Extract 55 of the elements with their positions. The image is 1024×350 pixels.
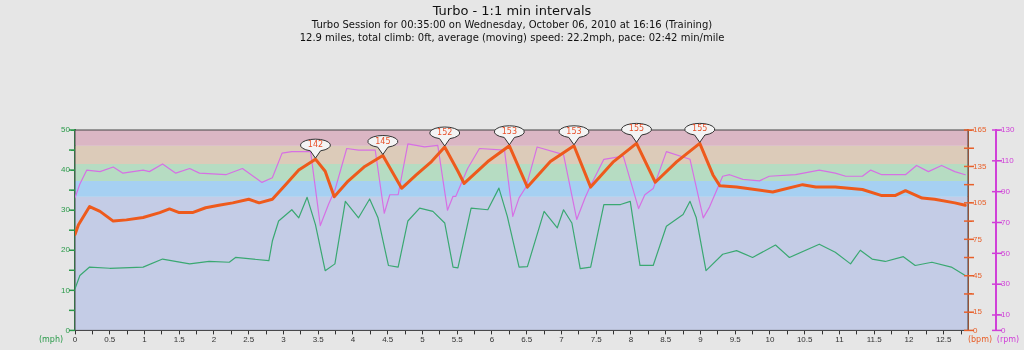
y-tick-label: 135	[973, 161, 987, 171]
x-tick-label: 3	[281, 335, 287, 345]
y-axis-title: (bpm)	[967, 335, 993, 345]
x-tick-label: 3.5	[312, 335, 325, 345]
y3-tick-label: 40	[61, 165, 71, 175]
x-tick-label: 7	[559, 335, 565, 345]
x-tick-label: 6	[489, 335, 495, 345]
y2-axis-title: (rpm)	[996, 335, 1020, 345]
x-tick-label: 7.5	[590, 335, 603, 345]
annotation: 155	[628, 124, 645, 134]
x-tick-label: 12	[904, 335, 914, 345]
y3-tick-label: 50	[61, 125, 71, 135]
y3-tick-label: 30	[61, 205, 71, 215]
annotation: 145	[375, 136, 391, 146]
x-tick-label: 1	[142, 335, 148, 345]
y-tick-label: 45	[973, 270, 983, 280]
y-tick-label: 165	[973, 125, 987, 135]
x-tick-label: 10	[765, 335, 775, 345]
annotation: 153	[566, 126, 582, 136]
annotation: 152	[437, 128, 453, 138]
x-tick-label: 9.5	[729, 335, 742, 345]
y-tick-label: 15	[973, 307, 983, 317]
x-tick-label: 5	[420, 335, 426, 345]
x-tick-label: 0.5	[104, 335, 116, 345]
text: 12.9 miles, total climb: 0ft, average (moving) speed: 22.2mph, pace: 02:42 min/mile	[298, 31, 726, 44]
x-tick-label: 8.5	[660, 335, 672, 345]
x-tick-label: 8	[628, 335, 634, 345]
y2-tick-label: 50	[1001, 248, 1011, 258]
x-tick-label: 5.5	[451, 335, 464, 345]
x-tick-label: 2.5	[243, 335, 255, 345]
x-tick-label: 2	[211, 335, 217, 345]
y-tick-label: 75	[973, 234, 983, 244]
y2-tick-label: 70	[1001, 217, 1011, 227]
x-tick-label: 4.5	[382, 335, 394, 345]
annotation: 142	[307, 140, 324, 150]
chart-title: Turbo - 1:1 min intervals	[431, 2, 593, 18]
x-tick-label: 4	[350, 335, 356, 345]
x-tick-label: 6.5	[521, 335, 533, 345]
x-tick-label: 1.5	[173, 335, 186, 345]
y2-tick-label: 110	[1001, 156, 1015, 166]
x-tick-label: 12.5	[935, 335, 953, 345]
y-tick-label: 105	[973, 198, 987, 208]
y2-tick-label: 30	[1001, 279, 1011, 289]
x-tick-label: 11	[835, 335, 845, 345]
y3-axis-title: (mph)	[38, 335, 64, 345]
annotation: 153	[501, 126, 517, 136]
x-tick-label: 10.5	[796, 335, 814, 345]
y2-tick-label: 130	[1001, 125, 1015, 135]
x-tick-label: 0	[72, 335, 78, 345]
y2-tick-label: 90	[1001, 186, 1011, 196]
x-tick-label: 11.5	[866, 335, 883, 345]
y2-tick-label: 10	[1001, 310, 1011, 320]
annotation: 155	[692, 124, 708, 134]
chart-subtitle: Turbo Session for 00:35:00 on Wednesday, October 06, 2010 at 16:16 (Training)	[310, 18, 714, 31]
x-tick-label: 9	[698, 335, 704, 345]
